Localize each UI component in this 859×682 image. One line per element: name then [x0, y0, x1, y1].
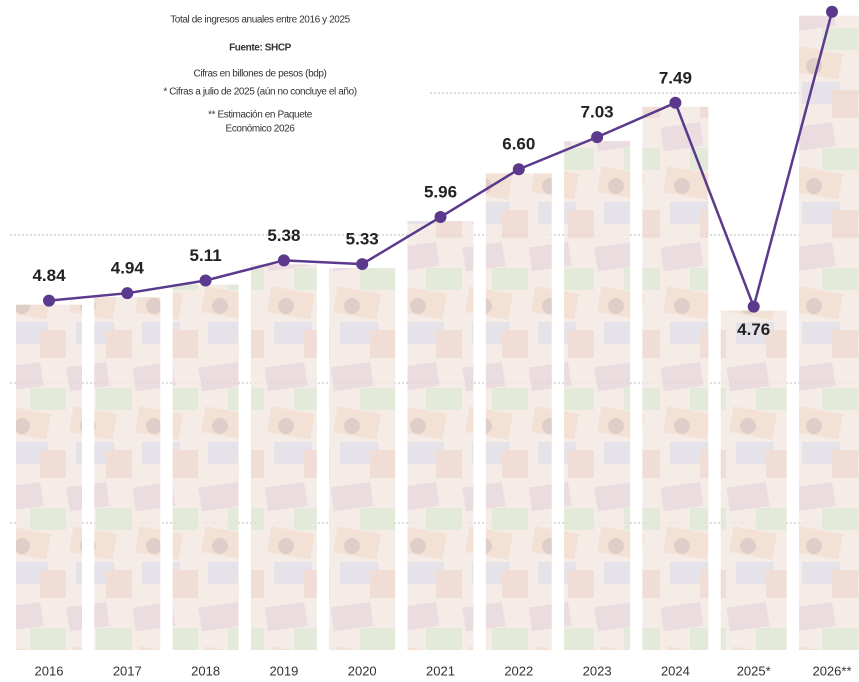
value-label: 7.03: [581, 103, 614, 122]
note: Cifras en billones de pesos (bdp): [194, 69, 327, 80]
point: [43, 295, 55, 307]
bar: [642, 107, 708, 650]
x-tick-label: 2019: [269, 663, 298, 678]
bar: [251, 264, 317, 650]
bar: [486, 173, 552, 650]
x-tick-label: 2025*: [737, 663, 771, 678]
x-tick-label: 2024: [661, 663, 690, 678]
value-label: 4.76: [737, 320, 770, 339]
x-tick-label: 2023: [583, 663, 612, 678]
point: [826, 6, 838, 18]
note: ** Estimación en Paquete: [208, 110, 313, 121]
point: [435, 211, 447, 223]
bar: [799, 16, 859, 650]
bar: [94, 297, 160, 650]
note: Total de ingresos anuales entre 2016 y 2…: [170, 15, 350, 26]
point: [591, 131, 603, 143]
value-label: 6.60: [502, 135, 535, 154]
bar: [408, 221, 474, 650]
value-label: 5.96: [424, 183, 457, 202]
point: [278, 254, 290, 266]
note: Económico 2026: [226, 124, 296, 135]
x-tick-label: 2021: [426, 663, 455, 678]
note: Fuente: SHCP: [229, 43, 292, 54]
point: [748, 301, 760, 313]
point: [356, 258, 368, 270]
x-tick-label: 2020: [348, 663, 377, 678]
value-label: 5.33: [346, 230, 379, 249]
point: [513, 163, 525, 175]
point: [121, 287, 133, 299]
x-tick-label: 2022: [504, 663, 533, 678]
point: [200, 274, 212, 286]
bar: [721, 311, 787, 650]
point: [669, 97, 681, 109]
value-label: 7.49: [659, 68, 692, 87]
chart: Total de ingresos anuales entre 2016 y 2…: [0, 0, 859, 682]
value-label: 5.11: [190, 246, 222, 265]
bar: [329, 268, 395, 650]
bar: [173, 284, 239, 650]
value-label: 4.94: [111, 259, 145, 278]
x-tick-label: 2018: [191, 663, 220, 678]
value-label: 4.84: [32, 266, 66, 285]
note: * Cifras a julio de 2025 (aún no concluy…: [163, 87, 356, 98]
x-tick-label: 2016: [35, 663, 64, 678]
value-label: 5.38: [267, 226, 300, 245]
bar: [16, 305, 82, 650]
bar: [564, 141, 630, 650]
x-tick-label: 2026**: [812, 663, 851, 678]
x-tick-label: 2017: [113, 663, 142, 678]
